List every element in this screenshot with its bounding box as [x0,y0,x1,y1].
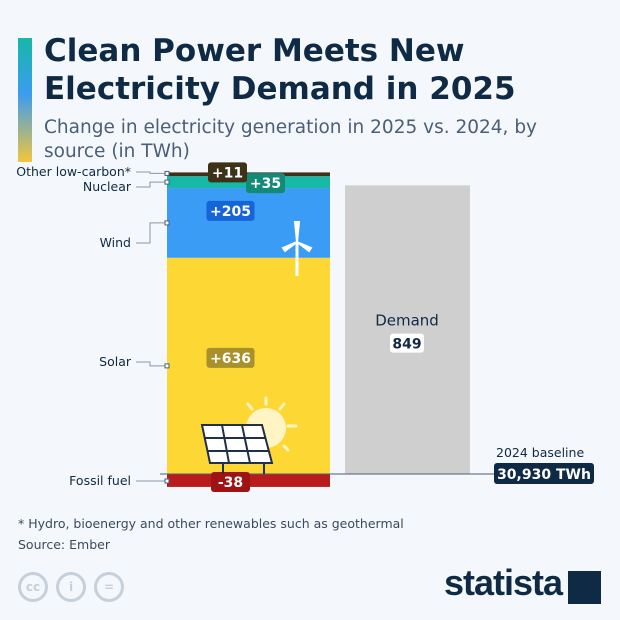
by-icon: i [56,572,86,602]
leader-dot-nuclear [164,179,170,185]
value-label-wind-bg [206,200,255,221]
cc-icon: cc [18,572,48,602]
leader-dot-fossil [164,478,170,484]
footnote: * Hydro, bioenergy and other renewables … [18,516,404,531]
baseline-label: 2024 baseline [496,445,584,460]
source: Source: Ember [18,537,110,552]
baseline-value-bg [494,463,594,484]
demand-label: Demand [375,312,439,330]
value-label-nuclear: +35 [250,176,281,192]
value-label-other: +11 [212,165,243,181]
value-label-solar-bg [206,347,255,368]
value-label-solar: +636 [210,351,251,367]
baseline-value: 30,930 TWh [497,467,591,483]
value-label-wind: +205 [210,204,251,220]
leader-line-other [136,171,167,174]
value-label-fossil-bg [211,472,250,492]
value-label-fossil: -38 [218,475,243,491]
category-label-fossil: Fossil fuel [69,473,131,488]
value-label-other-bg [208,162,247,183]
category-label-nuclear: Nuclear [83,179,132,194]
category-label-wind: Wind [100,235,131,250]
solar-panel-grid-icon [205,424,269,474]
demand-value-bg [390,333,424,353]
leader-line-wind [136,222,167,244]
leader-dot-solar [164,363,170,369]
statista-logo: statista [444,562,563,603]
wind-turbine-blades-icon [281,221,313,253]
sun-ray-icon [282,444,290,452]
nd-icon: = [94,572,124,602]
sun-ray-icon [246,402,254,411]
demand-bar [345,185,470,474]
category-label-solar: Solar [99,354,132,369]
leader-dot-wind [164,220,170,226]
leader-line-solar [136,361,167,367]
demand-value: 849 [392,337,421,353]
statista-logo-mark [568,571,601,604]
leader-line-nuclear [136,181,167,188]
solar-panel-icon [200,424,274,464]
chart-subtitle: Change in electricity generation in 2025… [44,117,538,162]
value-label-nuclear-bg [246,173,285,194]
sun-ray-icon [278,402,286,411]
chart-title: Clean Power Meets New Electricity Demand… [44,33,516,107]
title-accent-bar [18,38,32,162]
leader-dot-other [164,170,170,176]
category-label-other: Other low-carbon* [16,164,131,179]
